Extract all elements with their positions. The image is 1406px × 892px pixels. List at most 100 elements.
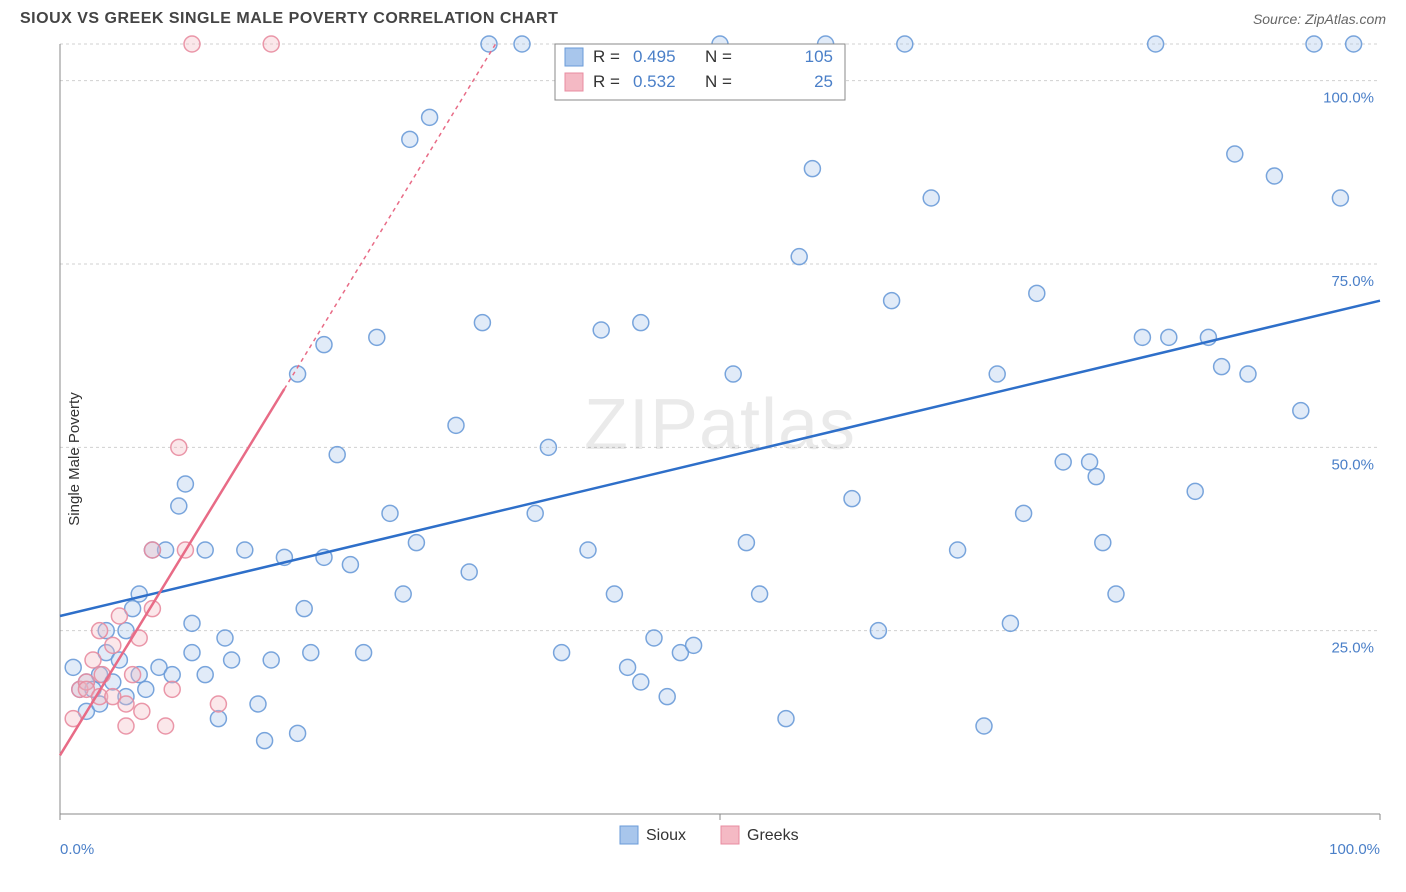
data-point: [263, 652, 279, 668]
data-point: [65, 659, 81, 675]
data-point: [1108, 586, 1124, 602]
data-point: [217, 630, 233, 646]
data-point: [1148, 36, 1164, 52]
legend-series-label: Sioux: [646, 827, 686, 844]
data-point: [118, 696, 134, 712]
legend-swatch: [721, 826, 739, 844]
data-point: [884, 293, 900, 309]
legend-n-label: N =: [705, 72, 732, 91]
data-point: [1055, 454, 1071, 470]
data-point: [210, 696, 226, 712]
regression-line-extrapolated: [284, 44, 495, 389]
data-point: [197, 542, 213, 558]
data-point: [263, 36, 279, 52]
data-point: [111, 608, 127, 624]
data-point: [527, 505, 543, 521]
data-point: [923, 190, 939, 206]
data-point: [1134, 329, 1150, 345]
data-point: [402, 131, 418, 147]
data-point: [1161, 329, 1177, 345]
chart-title: SIOUX VS GREEK SINGLE MALE POVERTY CORRE…: [20, 10, 558, 28]
data-point: [870, 623, 886, 639]
data-point: [1240, 366, 1256, 382]
data-point: [646, 630, 662, 646]
legend-r-value: 0.532: [633, 72, 676, 91]
data-point: [177, 476, 193, 492]
regression-line: [60, 301, 1380, 616]
legend-swatch: [620, 826, 638, 844]
chart-container: Single Male Poverty ZIPatlas25.0%50.0%75…: [0, 34, 1406, 884]
data-point: [897, 36, 913, 52]
data-point: [105, 637, 121, 653]
data-point: [989, 366, 1005, 382]
data-point: [237, 542, 253, 558]
data-point: [1088, 469, 1104, 485]
data-point: [633, 315, 649, 331]
data-point: [976, 718, 992, 734]
data-point: [85, 652, 101, 668]
data-point: [1227, 146, 1243, 162]
data-point: [593, 322, 609, 338]
data-point: [250, 696, 266, 712]
data-point: [752, 586, 768, 602]
data-point: [1187, 483, 1203, 499]
data-point: [224, 652, 240, 668]
data-point: [118, 718, 134, 734]
y-tick-label: 50.0%: [1331, 456, 1374, 473]
data-point: [395, 586, 411, 602]
data-point: [158, 718, 174, 734]
x-tick-label: 0.0%: [60, 841, 94, 858]
legend-series-label: Greeks: [747, 827, 799, 844]
legend-n-label: N =: [705, 47, 732, 66]
data-point: [738, 535, 754, 551]
data-point: [197, 667, 213, 683]
data-point: [164, 667, 180, 683]
data-point: [171, 439, 187, 455]
data-point: [844, 491, 860, 507]
data-point: [620, 659, 636, 675]
data-point: [474, 315, 490, 331]
data-point: [1346, 36, 1362, 52]
data-point: [342, 557, 358, 573]
y-tick-label: 100.0%: [1323, 90, 1374, 107]
data-point: [1095, 535, 1111, 551]
data-point: [659, 689, 675, 705]
data-point: [1214, 359, 1230, 375]
data-point: [606, 586, 622, 602]
data-point: [633, 674, 649, 690]
data-point: [950, 542, 966, 558]
data-point: [1016, 505, 1032, 521]
data-point: [257, 733, 273, 749]
data-point: [481, 36, 497, 52]
data-point: [210, 711, 226, 727]
data-point: [144, 542, 160, 558]
data-point: [686, 637, 702, 653]
data-point: [408, 535, 424, 551]
data-point: [580, 542, 596, 558]
data-point: [778, 711, 794, 727]
data-point: [125, 667, 141, 683]
data-point: [356, 645, 372, 661]
data-point: [369, 329, 385, 345]
data-point: [1332, 190, 1348, 206]
data-point: [171, 498, 187, 514]
data-point: [554, 645, 570, 661]
data-point: [1266, 168, 1282, 184]
data-point: [382, 505, 398, 521]
source-name: ZipAtlas.com: [1305, 11, 1386, 27]
legend-r-label: R =: [593, 72, 620, 91]
legend-r-value: 0.495: [633, 47, 676, 66]
data-point: [94, 667, 110, 683]
y-axis-label: Single Male Poverty: [66, 392, 83, 525]
legend-r-label: R =: [593, 47, 620, 66]
data-point: [1293, 403, 1309, 419]
data-point: [316, 337, 332, 353]
legend-n-value: 105: [805, 47, 833, 66]
data-point: [540, 439, 556, 455]
data-point: [164, 681, 180, 697]
data-point: [138, 681, 154, 697]
data-point: [725, 366, 741, 382]
legend-swatch: [565, 73, 583, 91]
y-tick-label: 25.0%: [1331, 640, 1374, 657]
data-point: [290, 725, 306, 741]
